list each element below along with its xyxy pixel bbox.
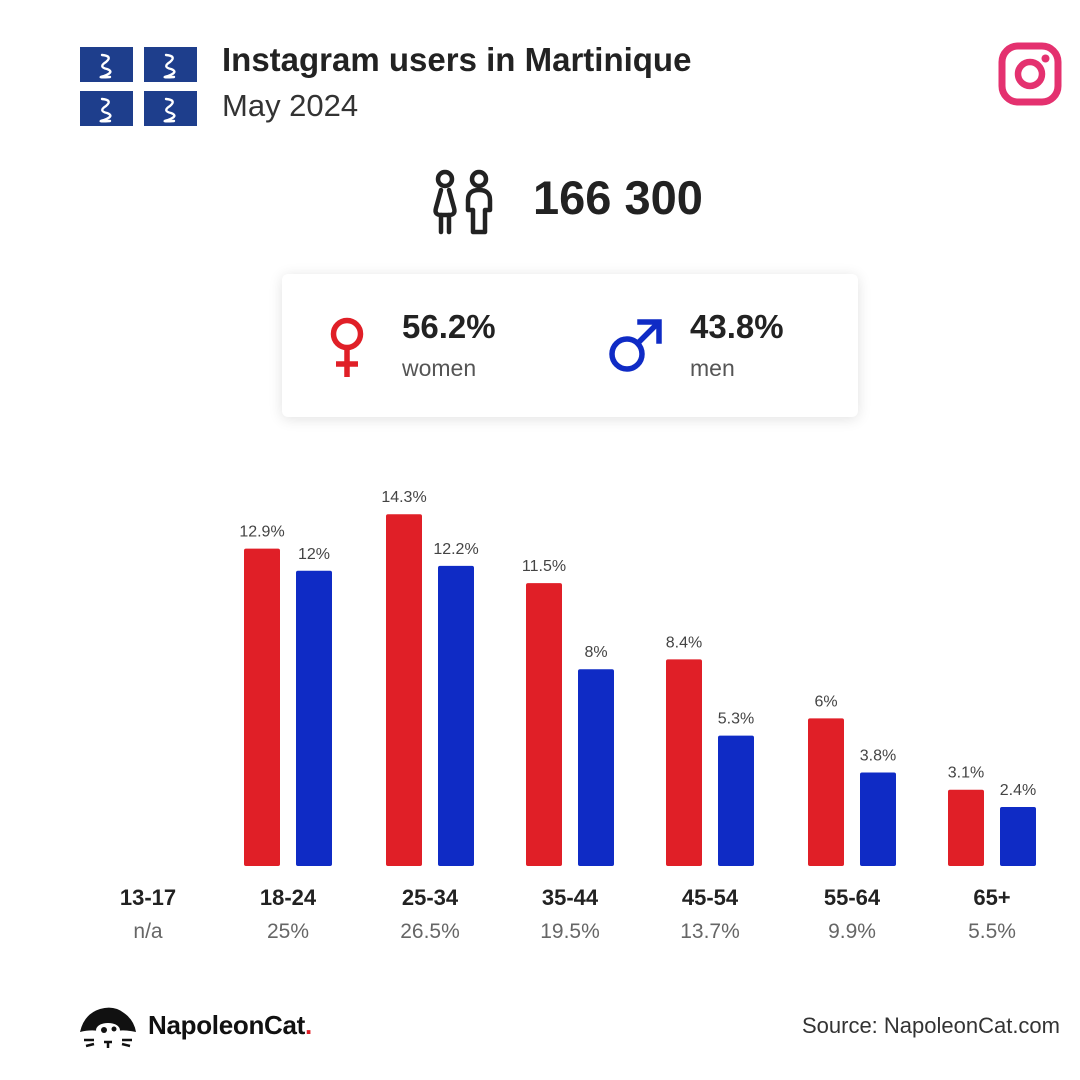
bar-women-35-44 [526, 583, 562, 866]
bar-women-45-54 [666, 659, 702, 866]
data-label-women-35-44: 11.5% [522, 558, 566, 575]
brand-name: NapoleonCat. [148, 1010, 312, 1041]
data-label-men-35-44: 8% [584, 644, 607, 661]
bar-men-55-64 [860, 772, 896, 866]
category-total-25-34: 26.5% [400, 920, 460, 943]
martinique-flag-icon [80, 47, 197, 126]
category-total-65+: 5.5% [968, 920, 1016, 943]
category-label-35-44: 35-44 [542, 885, 599, 910]
category-total-18-24: 25% [267, 920, 309, 943]
category-label-25-34: 25-34 [402, 885, 459, 910]
bar-women-18-24 [244, 548, 280, 866]
female-symbol-icon [330, 317, 364, 377]
people-icon [433, 169, 493, 235]
bar-men-35-44 [578, 669, 614, 866]
bar-women-25-34 [386, 514, 422, 866]
category-total-13-17: n/a [133, 920, 163, 943]
data-label-women-65+: 3.1% [948, 765, 984, 782]
bar-men-65+ [1000, 806, 1036, 866]
source-text: Source: NapoleonCat.com [801, 1013, 1060, 1038]
data-label-men-55-64: 3.8% [860, 748, 896, 765]
gender-split-card: 56.2% women 43.8% men [282, 274, 858, 417]
data-label-women-45-54: 8.4% [666, 634, 702, 651]
category-label-65+: 65+ [973, 885, 1010, 910]
data-label-men-45-54: 5.3% [718, 711, 754, 728]
men-label: men [690, 355, 735, 381]
men-percentage: 43.8% [690, 308, 784, 345]
category-total-35-44: 19.5% [540, 920, 600, 943]
male-symbol-icon [609, 319, 662, 372]
brand-dot: . [305, 1010, 312, 1040]
category-label-45-54: 45-54 [682, 885, 739, 910]
instagram-icon [998, 42, 1062, 106]
brand-text: NapoleonCat [148, 1010, 306, 1040]
category-total-55-64: 9.9% [828, 920, 876, 943]
bar-men-25-34 [438, 565, 474, 866]
data-label-women-55-64: 6% [814, 693, 837, 710]
data-label-men-65+: 2.4% [1000, 782, 1036, 799]
category-label-18-24: 18-24 [260, 885, 317, 910]
data-label-women-25-34: 14.3% [381, 489, 426, 506]
women-label: women [402, 355, 477, 381]
page-subtitle: May 2024 [222, 88, 359, 123]
bar-women-65+ [948, 789, 984, 866]
category-label-13-17: 13-17 [120, 885, 176, 910]
page-title: Instagram users in Martinique [222, 41, 692, 78]
data-label-women-18-24: 12.9% [239, 524, 284, 541]
bar-men-45-54 [718, 735, 754, 866]
women-percentage: 56.2% [402, 308, 496, 345]
total-users-value: 166 300 [533, 171, 703, 224]
bar-men-18-24 [296, 570, 332, 866]
data-label-men-18-24: 12% [298, 546, 330, 563]
category-label-55-64: 55-64 [824, 885, 881, 910]
data-label-men-25-34: 12.2% [433, 541, 478, 558]
category-total-45-54: 13.7% [680, 920, 740, 943]
bar-women-55-64 [808, 718, 844, 866]
napoleoncat-logo-icon [80, 1007, 136, 1048]
